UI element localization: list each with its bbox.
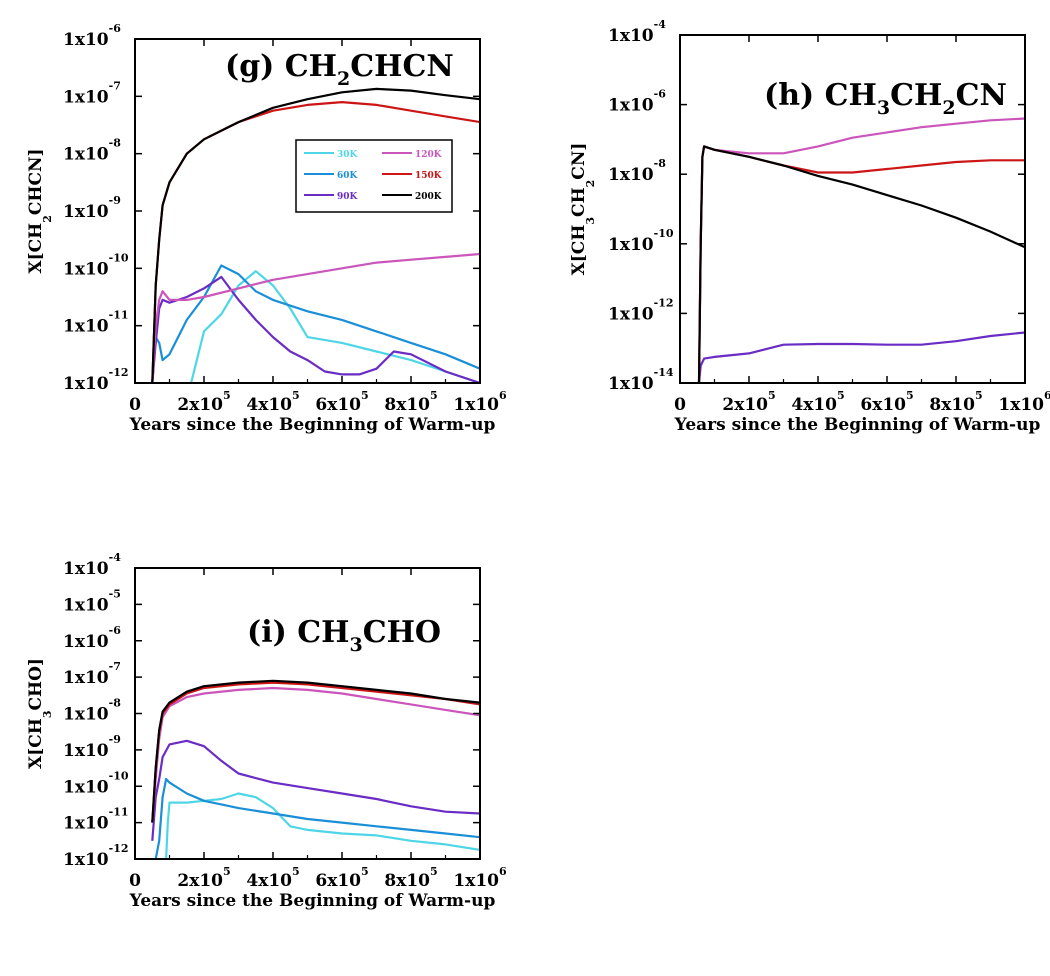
x-tick-label: 4x105 <box>246 389 299 415</box>
y-tick-label: 1x10-7 <box>63 79 121 107</box>
y-tick-label: 1x10-6 <box>608 88 666 116</box>
series-line-60K <box>151 264 480 383</box>
legend-label: 60K <box>337 171 359 181</box>
series-group <box>697 117 1025 383</box>
y-tick-label: 1x10-9 <box>63 733 121 761</box>
x-tick-label: 6x105 <box>860 389 913 415</box>
x-tick-label: 6x105 <box>315 389 368 415</box>
y-tick-label: 1x10-10 <box>608 227 674 255</box>
chart-title: (h) CH3CH2CN <box>764 78 1007 119</box>
x-tick-label: 8x105 <box>929 389 982 415</box>
y-tick-label: 1x10-5 <box>63 587 121 615</box>
series-line-150K <box>697 145 1025 383</box>
legend-label: 90K <box>337 192 359 202</box>
x-tick-label: 0 <box>129 395 141 415</box>
y-tick-label: 1x10-14 <box>608 366 674 394</box>
x-tick-label: 4x105 <box>246 865 299 891</box>
y-tick-label: 1x10-12 <box>608 296 674 324</box>
legend-label: 120K <box>415 150 443 160</box>
y-tick-label: 1x10-11 <box>63 806 129 834</box>
x-tick-label: 8x105 <box>384 865 437 891</box>
y-tick-label: 1x10-7 <box>63 660 121 688</box>
y-tick-label: 1x10-10 <box>63 251 129 279</box>
x-tick-label: 0 <box>674 395 686 415</box>
series-line-200K <box>151 679 480 823</box>
y-axis-label: X[CH3CH2CN] <box>569 143 597 276</box>
series-group <box>151 87 480 383</box>
x-axis-label: Years since the Beginning of Warm-up <box>674 415 1041 435</box>
x-tick-label: 1x106 <box>998 389 1050 415</box>
y-tick-label: 1x10-4 <box>63 551 121 579</box>
chart-title: (i) CH3CHO <box>247 615 441 656</box>
series-group <box>151 679 480 859</box>
series-line-90K <box>151 739 480 841</box>
y-axis-label: X[CH2CHCN] <box>26 148 54 273</box>
chart-title: (g) CH2CHCN <box>225 49 454 90</box>
x-tick-label: 1x106 <box>453 865 507 891</box>
y-tick-label: 1x10-11 <box>63 309 129 337</box>
chart-panel-0: 0 2x105 4x105 6x105 8x105 1x106 1x10-12 1x10-11… <box>26 22 507 435</box>
x-tick-label: 2x105 <box>722 389 775 415</box>
x-tick-label: 2x105 <box>177 389 230 415</box>
chart-panel-2: 0 2x105 4x105 6x105 8x105 1x106 1x10-12 1x10-11… <box>26 551 507 911</box>
series-line-200K <box>697 145 1025 383</box>
plot-frame <box>134 567 481 860</box>
y-tick-label: 1x10-12 <box>63 366 129 394</box>
chart-panel-1: 0 2x105 4x105 6x105 8x105 1x106 1x10-14 1x10-12… <box>569 18 1050 435</box>
y-axis-label: X[CH3CHO] <box>26 658 54 769</box>
x-tick-label: 4x105 <box>791 389 844 415</box>
series-line-60K <box>154 777 480 859</box>
legend: 30K 120K 60K 150K 90K 200K <box>295 139 453 213</box>
y-tick-label: 1x10-8 <box>63 137 121 165</box>
legend-label: 150K <box>415 171 443 181</box>
series-line-120K <box>151 252 480 383</box>
y-tick-label: 1x10-8 <box>63 697 121 725</box>
legend-label: 30K <box>337 150 359 160</box>
series-line-90K <box>697 331 1025 383</box>
x-tick-label: 6x105 <box>315 865 368 891</box>
x-axis-label: Years since the Beginning of Warm-up <box>129 891 496 911</box>
y-tick-label: 1x10-8 <box>608 157 666 185</box>
y-tick-label: 1x10-6 <box>63 22 121 50</box>
x-tick-label: 2x105 <box>177 865 230 891</box>
y-tick-label: 1x10-6 <box>63 624 121 652</box>
series-line-90K <box>151 275 480 383</box>
y-tick-label: 1x10-4 <box>608 18 666 46</box>
series-line-120K <box>151 686 480 823</box>
x-tick-label: 1x106 <box>453 389 507 415</box>
legend-label: 200K <box>415 192 443 202</box>
y-tick-label: 1x10-12 <box>63 842 129 870</box>
series-line-200K <box>151 87 480 383</box>
y-tick-label: 1x10-9 <box>63 194 121 222</box>
x-tick-label: 0 <box>129 871 141 891</box>
x-axis-label: Years since the Beginning of Warm-up <box>129 415 496 435</box>
x-tick-label: 8x105 <box>384 389 437 415</box>
y-tick-label: 1x10-10 <box>63 769 129 797</box>
series-line-30K <box>152 270 480 383</box>
series-line-30K <box>165 792 480 859</box>
